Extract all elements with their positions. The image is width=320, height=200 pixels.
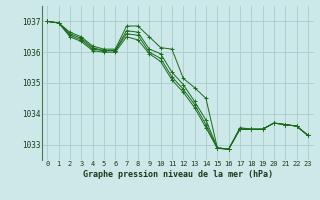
X-axis label: Graphe pression niveau de la mer (hPa): Graphe pression niveau de la mer (hPa) [83, 170, 273, 179]
